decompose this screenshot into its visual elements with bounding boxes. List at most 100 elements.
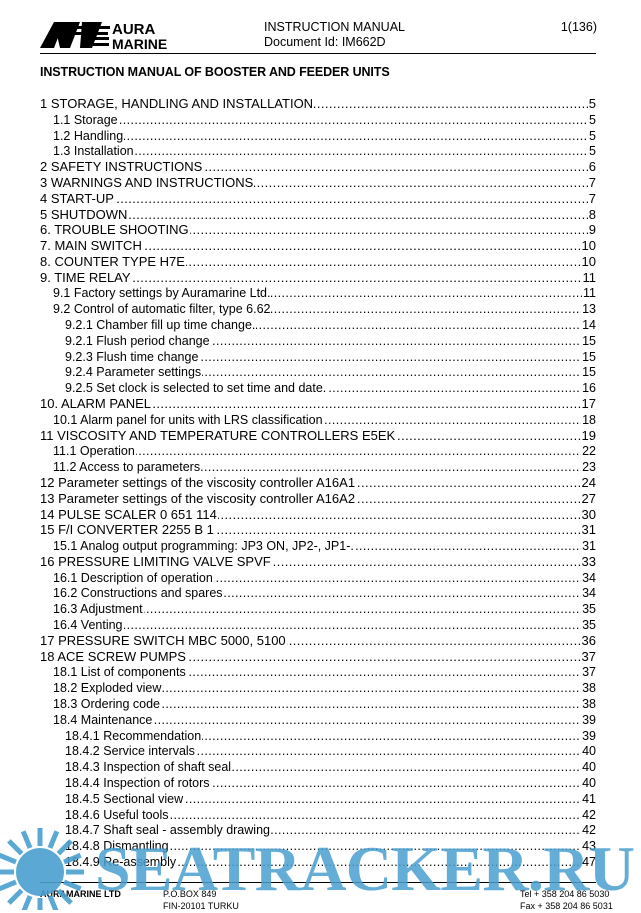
toc-entry[interactable]: ........................................… (0, 632, 641, 649)
toc-entry[interactable]: ........................................… (0, 790, 641, 807)
toc-entry[interactable]: ........................................… (0, 490, 641, 507)
toc-entry[interactable]: ........................................… (0, 506, 641, 523)
toc-entry[interactable]: ........................................… (0, 727, 641, 744)
toc-entry-title: 18.4.5 Sectional view (65, 790, 185, 807)
toc-entry-page: 34 (581, 569, 596, 586)
toc-entry[interactable]: ........................................… (0, 96, 641, 112)
toc-entry[interactable]: ........................................… (0, 285, 641, 302)
toc-entry[interactable]: ........................................… (0, 111, 641, 128)
toc-entry-page: 30 (580, 506, 596, 523)
toc-entry[interactable]: ........................................… (0, 411, 641, 428)
toc-entry-title: 15.1 Analog output programming: JP3 ON, … (53, 538, 355, 555)
toc-entry[interactable]: ........................................… (0, 396, 641, 412)
toc-leader-dots: ........................................… (40, 206, 596, 222)
svg-text:AURA: AURA (112, 21, 155, 38)
toc-entry-title: 18.4 Maintenance (53, 711, 154, 728)
document-id: Document Id: IM662D (264, 35, 386, 49)
toc-entry-title: 5 SHUTDOWN (40, 206, 129, 223)
toc-entry[interactable]: ........................................… (0, 553, 641, 570)
toc-entry[interactable]: ........................................… (0, 711, 641, 728)
toc-entry[interactable]: ........................................… (0, 427, 641, 444)
footer-address-2: FIN-20101 TURKU (163, 901, 239, 911)
toc-entry[interactable]: ........................................… (0, 759, 641, 776)
toc-entry-page: 24 (580, 474, 596, 491)
toc-entry-title: 14 PULSE SCALER 0 651 114 (40, 506, 218, 523)
toc-entry[interactable]: ........................................… (0, 380, 641, 397)
toc-leader-dots: ........................................… (53, 618, 596, 633)
toc-entry-page: 36 (580, 632, 596, 649)
toc-entry[interactable]: ........................................… (0, 443, 641, 460)
toc-entry-title: 16.3 Adjustment (53, 601, 144, 618)
toc-entry[interactable]: ........................................… (0, 617, 641, 634)
toc-entry[interactable]: ........................................… (0, 648, 641, 665)
toc-entry[interactable]: ........................................… (0, 174, 641, 191)
toc-entry-page: 10 (580, 253, 596, 270)
toc-entry-page: 40 (581, 774, 596, 791)
toc-entry-title: 9.1 Factory settings by Auramarine Ltd. (53, 285, 272, 302)
toc-entry[interactable]: ........................................… (0, 127, 641, 144)
toc-entry-page: 15 (581, 364, 596, 381)
toc-entry[interactable]: ........................................… (0, 317, 641, 334)
toc-entry-page: 40 (581, 743, 596, 760)
toc-entry[interactable]: ........................................… (0, 143, 641, 160)
toc-entry-title: 18.1 List of components (53, 664, 187, 681)
toc-entry-title: 18 ACE SCREW PUMPS (40, 648, 187, 665)
toc-entry[interactable]: ........................................… (0, 348, 641, 365)
toc-entry[interactable]: ........................................… (0, 269, 641, 286)
toc-entry-page: 34 (581, 585, 596, 602)
toc-entry-title: 11.1 Operation (53, 443, 136, 460)
toc-entry[interactable]: ........................................… (0, 853, 641, 870)
toc-leader-dots: ........................................… (40, 269, 596, 285)
toc-entry-page: 31 (581, 538, 596, 555)
toc-entry-title: 18.4.4 Inspection of rotors (65, 774, 211, 791)
toc-entry[interactable]: ........................................… (0, 806, 641, 823)
toc-leader-dots: ........................................… (40, 396, 596, 411)
toc-entry-page: 27 (580, 490, 596, 507)
toc-entry[interactable]: ........................................… (0, 474, 641, 491)
toc-entry[interactable]: ........................................… (0, 838, 641, 855)
toc-leader-dots: ........................................… (53, 697, 596, 712)
toc-leader-dots: ........................................… (53, 681, 596, 696)
footer-address-1: P.O.BOX 849 (163, 889, 217, 899)
toc-entry-title: 11 VISCOSITY AND TEMPERATURE CONTROLLERS… (40, 427, 397, 444)
toc-entry[interactable]: ........................................… (0, 253, 641, 270)
toc-entry[interactable]: ........................................… (0, 332, 641, 349)
toc-entry-page: 7 (587, 190, 596, 207)
toc-entry[interactable]: ........................................… (0, 538, 641, 555)
toc-entry-page: 35 (581, 617, 596, 634)
toc-entry-page: 47 (581, 853, 596, 870)
toc-entry-title: 18.2 Exploded view (53, 680, 163, 697)
toc-entry[interactable]: ........................................… (0, 206, 641, 223)
toc-entry[interactable]: ........................................… (0, 190, 641, 207)
toc-entry-title: 10. ALARM PANEL (40, 396, 153, 412)
toc-entry-page: 6 (587, 159, 596, 176)
toc-entry[interactable]: ........................................… (0, 822, 641, 839)
toc-entry[interactable]: ........................................… (0, 569, 641, 586)
toc-entry[interactable]: ........................................… (0, 238, 641, 255)
svg-text:MARINE: MARINE (112, 36, 167, 50)
toc-entry[interactable]: ........................................… (0, 696, 641, 713)
toc-entry-page: 38 (581, 680, 596, 697)
toc-entry[interactable]: ........................................… (0, 585, 641, 602)
toc-leader-dots: ........................................… (65, 744, 596, 759)
toc-entry-page: 17 (580, 396, 596, 412)
toc-entry[interactable]: ........................................… (0, 774, 641, 791)
toc-entry[interactable]: ........................................… (0, 522, 641, 539)
toc-entry[interactable]: ........................................… (0, 459, 641, 476)
toc-entry[interactable]: ........................................… (0, 601, 641, 618)
footer-fax: Fax + 358 204 86 5031 (520, 901, 613, 911)
toc-entry[interactable]: ........................................… (0, 301, 641, 318)
toc-entry[interactable]: ........................................… (0, 680, 641, 697)
toc-entry-page: 18 (581, 411, 596, 428)
toc-entry[interactable]: ........................................… (0, 159, 641, 176)
toc-entry-page: 38 (581, 696, 596, 713)
toc-entry[interactable]: ........................................… (0, 364, 641, 381)
toc-entry[interactable]: ........................................… (0, 743, 641, 760)
toc-entry[interactable]: ........................................… (0, 664, 641, 681)
page-number: 1(136) (560, 20, 597, 34)
toc-entry[interactable]: ........................................… (0, 222, 641, 239)
toc-entry-page: 35 (581, 601, 596, 618)
toc-entry-page: 14 (581, 317, 596, 334)
toc-entry-title: 4 START-UP (40, 190, 115, 207)
toc-entry-title: 11.2 Access to parameters (53, 459, 202, 476)
